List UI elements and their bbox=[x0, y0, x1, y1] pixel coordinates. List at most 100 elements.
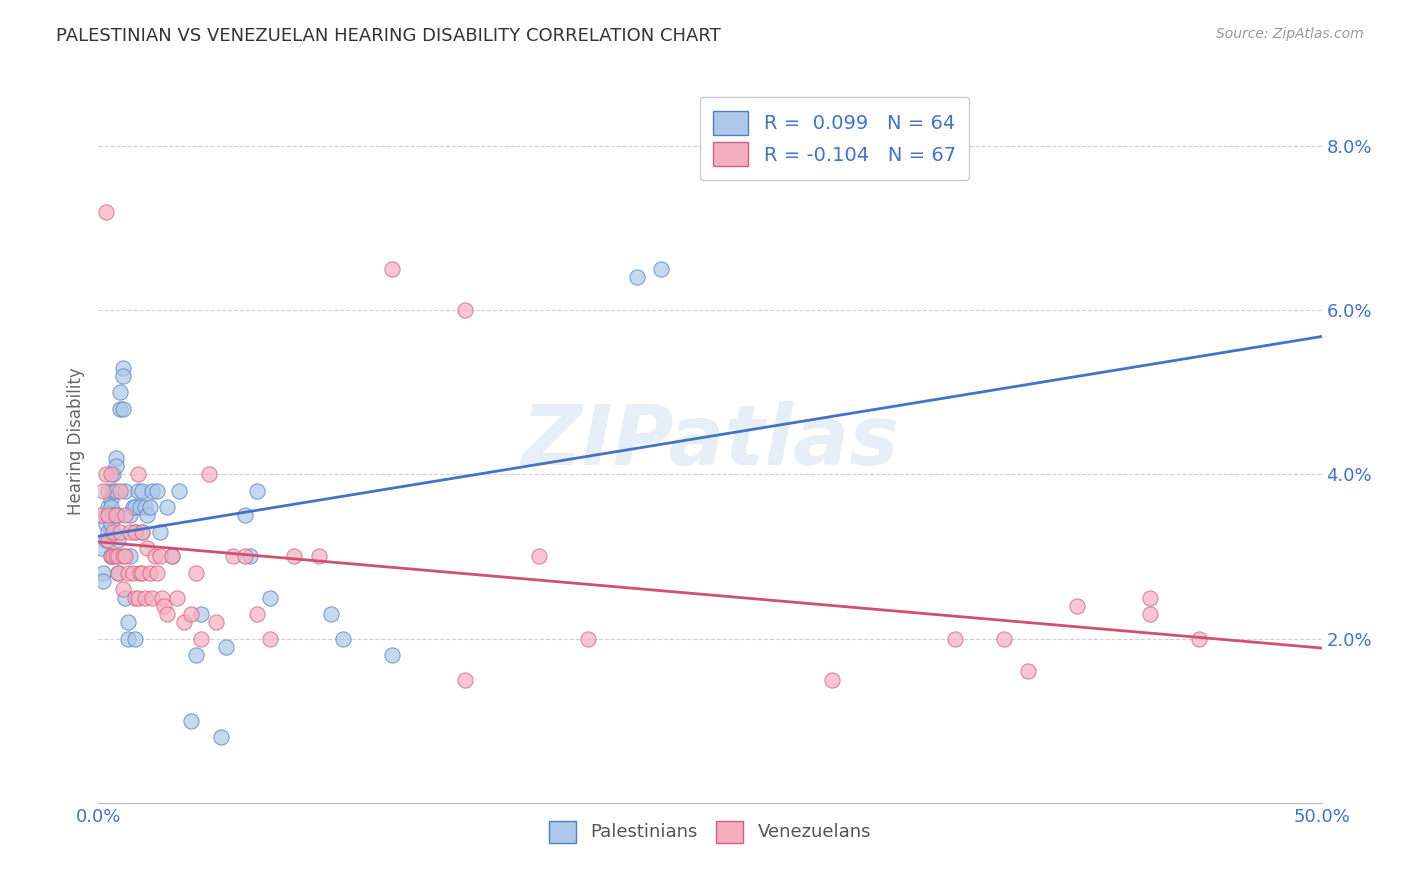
Point bbox=[131, 524, 153, 539]
Point bbox=[107, 549, 129, 564]
Point bbox=[97, 508, 120, 523]
Point bbox=[381, 648, 404, 662]
Point bbox=[107, 508, 129, 523]
Point bbox=[107, 566, 129, 580]
Point bbox=[160, 549, 183, 564]
Point bbox=[319, 607, 342, 621]
Point bbox=[156, 607, 179, 621]
Point bbox=[104, 450, 127, 465]
Point bbox=[101, 467, 124, 482]
Point bbox=[101, 549, 124, 564]
Point bbox=[129, 566, 152, 580]
Point bbox=[156, 500, 179, 515]
Text: Source: ZipAtlas.com: Source: ZipAtlas.com bbox=[1216, 27, 1364, 41]
Point bbox=[139, 566, 162, 580]
Point bbox=[121, 566, 143, 580]
Point bbox=[100, 516, 122, 531]
Point bbox=[131, 566, 153, 580]
Point bbox=[117, 566, 139, 580]
Point bbox=[114, 591, 136, 605]
Point bbox=[104, 508, 127, 523]
Point bbox=[94, 204, 117, 219]
Point bbox=[131, 524, 153, 539]
Point bbox=[104, 549, 127, 564]
Point bbox=[111, 360, 134, 375]
Point bbox=[104, 483, 127, 498]
Point bbox=[146, 566, 169, 580]
Point bbox=[110, 483, 132, 498]
Point bbox=[127, 483, 149, 498]
Point bbox=[100, 467, 122, 482]
Point bbox=[110, 385, 132, 400]
Point bbox=[259, 632, 281, 646]
Point bbox=[943, 632, 966, 646]
Point bbox=[308, 549, 330, 564]
Point bbox=[129, 500, 152, 515]
Point bbox=[650, 262, 672, 277]
Point bbox=[97, 524, 120, 539]
Point bbox=[1066, 599, 1088, 613]
Point bbox=[114, 549, 136, 564]
Legend: Palestinians, Venezuelans: Palestinians, Venezuelans bbox=[540, 812, 880, 852]
Point bbox=[90, 508, 112, 523]
Point bbox=[1188, 632, 1211, 646]
Point bbox=[97, 483, 120, 498]
Point bbox=[111, 582, 134, 597]
Point bbox=[101, 524, 124, 539]
Point bbox=[121, 500, 143, 515]
Text: ZIPatlas: ZIPatlas bbox=[522, 401, 898, 482]
Point bbox=[101, 483, 124, 498]
Point bbox=[246, 607, 269, 621]
Point bbox=[381, 262, 404, 277]
Point bbox=[100, 549, 122, 564]
Point bbox=[124, 524, 146, 539]
Point bbox=[454, 303, 477, 318]
Point bbox=[527, 549, 550, 564]
Point bbox=[209, 730, 232, 744]
Point bbox=[233, 549, 256, 564]
Point bbox=[110, 401, 132, 416]
Point bbox=[131, 483, 153, 498]
Point bbox=[214, 640, 236, 654]
Y-axis label: Hearing Disability: Hearing Disability bbox=[66, 368, 84, 516]
Point bbox=[100, 500, 122, 515]
Point bbox=[180, 607, 202, 621]
Point bbox=[97, 533, 120, 547]
Point bbox=[167, 483, 190, 498]
Point bbox=[149, 524, 172, 539]
Point bbox=[111, 401, 134, 416]
Point bbox=[120, 524, 142, 539]
Point bbox=[124, 524, 146, 539]
Point bbox=[90, 541, 112, 556]
Point bbox=[107, 533, 129, 547]
Point bbox=[94, 467, 117, 482]
Point bbox=[104, 459, 127, 474]
Point bbox=[1139, 591, 1161, 605]
Point bbox=[190, 607, 212, 621]
Point bbox=[120, 508, 142, 523]
Point bbox=[246, 483, 269, 498]
Point bbox=[332, 632, 354, 646]
Point bbox=[149, 549, 172, 564]
Point bbox=[124, 591, 146, 605]
Point bbox=[141, 483, 163, 498]
Point bbox=[111, 368, 134, 383]
Point bbox=[91, 574, 114, 588]
Point bbox=[94, 533, 117, 547]
Point bbox=[100, 549, 122, 564]
Point bbox=[110, 524, 132, 539]
Point bbox=[117, 615, 139, 630]
Point bbox=[146, 483, 169, 498]
Point bbox=[94, 516, 117, 531]
Point bbox=[186, 566, 208, 580]
Point bbox=[153, 599, 176, 613]
Point bbox=[150, 591, 173, 605]
Point bbox=[173, 615, 195, 630]
Point bbox=[454, 673, 477, 687]
Point bbox=[120, 549, 142, 564]
Point bbox=[124, 632, 146, 646]
Point bbox=[821, 673, 844, 687]
Point bbox=[180, 714, 202, 728]
Point bbox=[143, 549, 166, 564]
Point bbox=[114, 508, 136, 523]
